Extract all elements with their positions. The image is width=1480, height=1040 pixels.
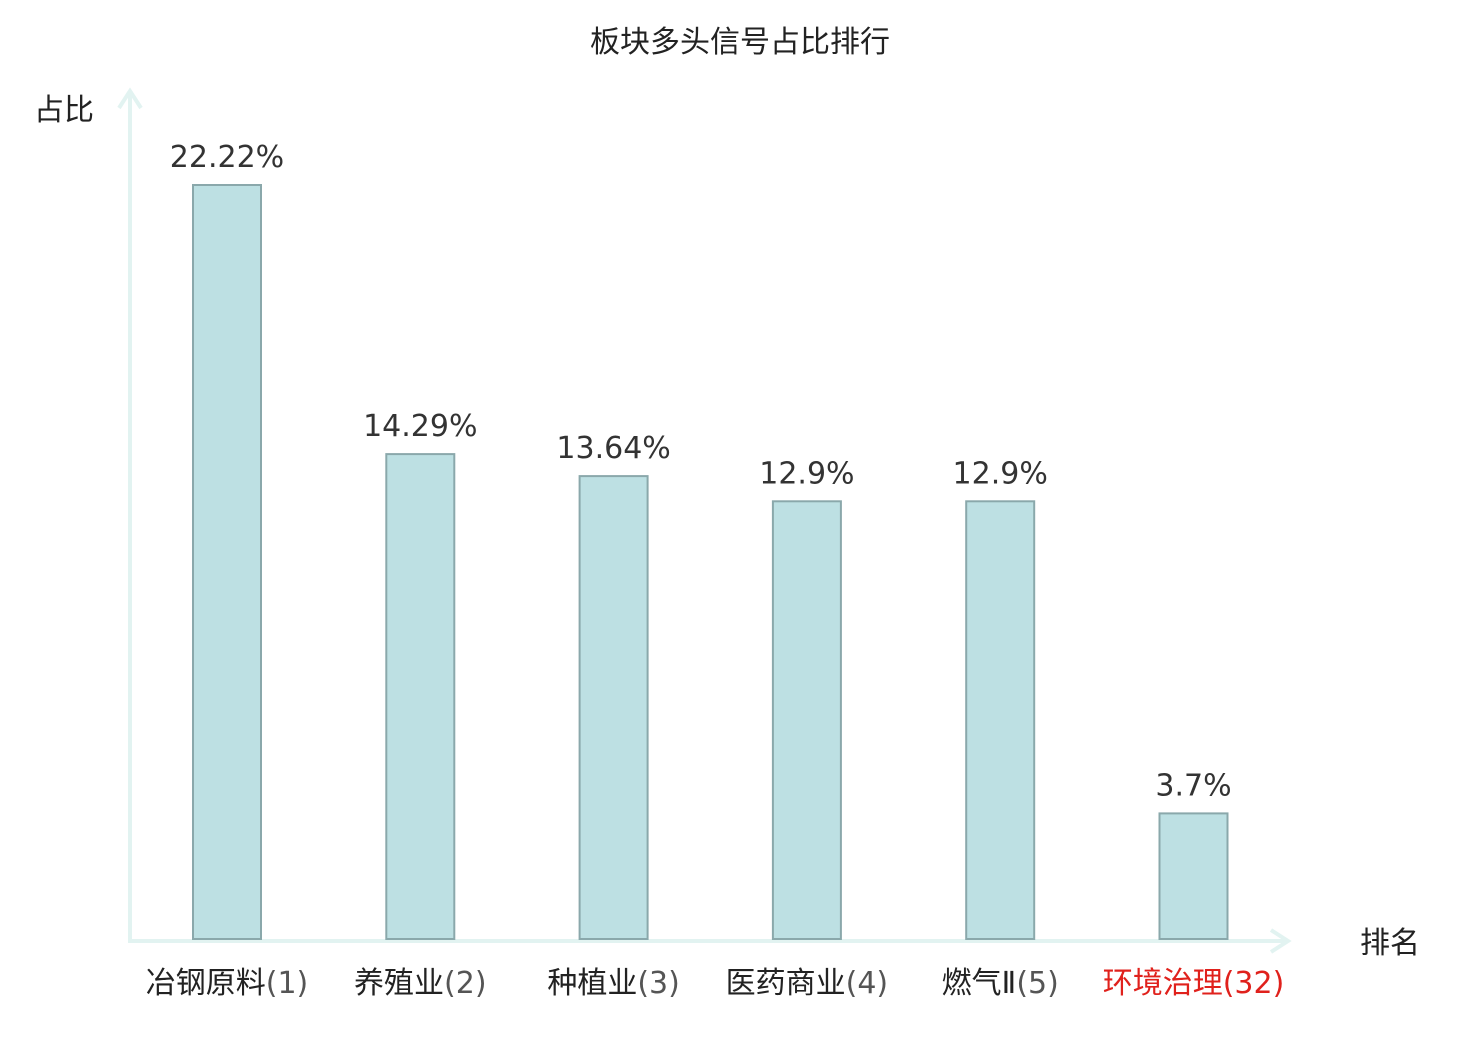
bar xyxy=(192,184,262,940)
category-name: 种植业 xyxy=(547,966,637,1001)
bar-value-label: 14.29% xyxy=(363,409,477,444)
category-rank: (32) xyxy=(1223,966,1285,1001)
category-label: 养殖业(2) xyxy=(354,966,487,1001)
category-name: 医药商业 xyxy=(726,966,846,1001)
category-rank: (4) xyxy=(846,966,889,1001)
y-axis-arrow xyxy=(117,87,143,110)
x-axis-arrow xyxy=(1269,928,1292,954)
bar-value-label: 12.9% xyxy=(759,456,854,491)
bar xyxy=(771,500,842,940)
category-label: 种植业(3) xyxy=(547,966,680,1001)
category-label: 医药商业(4) xyxy=(726,966,889,1001)
category-rank: (5) xyxy=(1016,966,1058,1001)
bar xyxy=(385,453,456,940)
bar-value-label: 13.64% xyxy=(556,431,670,466)
y-axis xyxy=(117,87,143,941)
category-name: 养殖业 xyxy=(354,966,444,1001)
y-axis-label: 占比 xyxy=(34,93,94,128)
bar-value-label: 12.9% xyxy=(953,456,1048,491)
category-rank: (3) xyxy=(637,966,680,1001)
x-axis-label: 排名 xyxy=(1360,926,1420,961)
chart-title: 板块多头信号占比排行 xyxy=(590,25,890,60)
value-labels-group: 22.22% 14.29% 13.64% 12.9% 12.9% 3.7% xyxy=(170,140,1232,803)
category-name: 环境治理 xyxy=(1103,966,1223,1001)
category-label: 燃气Ⅱ(5) xyxy=(942,966,1059,1001)
bar-value-label: 3.7% xyxy=(1155,768,1231,803)
bar-value-label: 22.22% xyxy=(170,140,284,175)
category-name: 燃气Ⅱ xyxy=(942,966,1017,1001)
bar xyxy=(965,500,1036,940)
category-label: 冶钢原料(1) xyxy=(146,966,309,1001)
category-labels-group: 冶钢原料(1) 养殖业(2) 种植业(3) 医药商业(4) 燃气Ⅱ(5) 环境治理(32) xyxy=(146,966,1285,1001)
category-label: 环境治理(32) xyxy=(1103,966,1285,1001)
category-name: 冶钢原料 xyxy=(146,966,266,1001)
bars-group xyxy=(192,184,1229,941)
category-rank: (1) xyxy=(266,966,309,1001)
bar xyxy=(1158,812,1229,941)
x-axis xyxy=(128,928,1292,954)
category-rank: (2) xyxy=(444,966,487,1001)
bar xyxy=(578,475,649,940)
